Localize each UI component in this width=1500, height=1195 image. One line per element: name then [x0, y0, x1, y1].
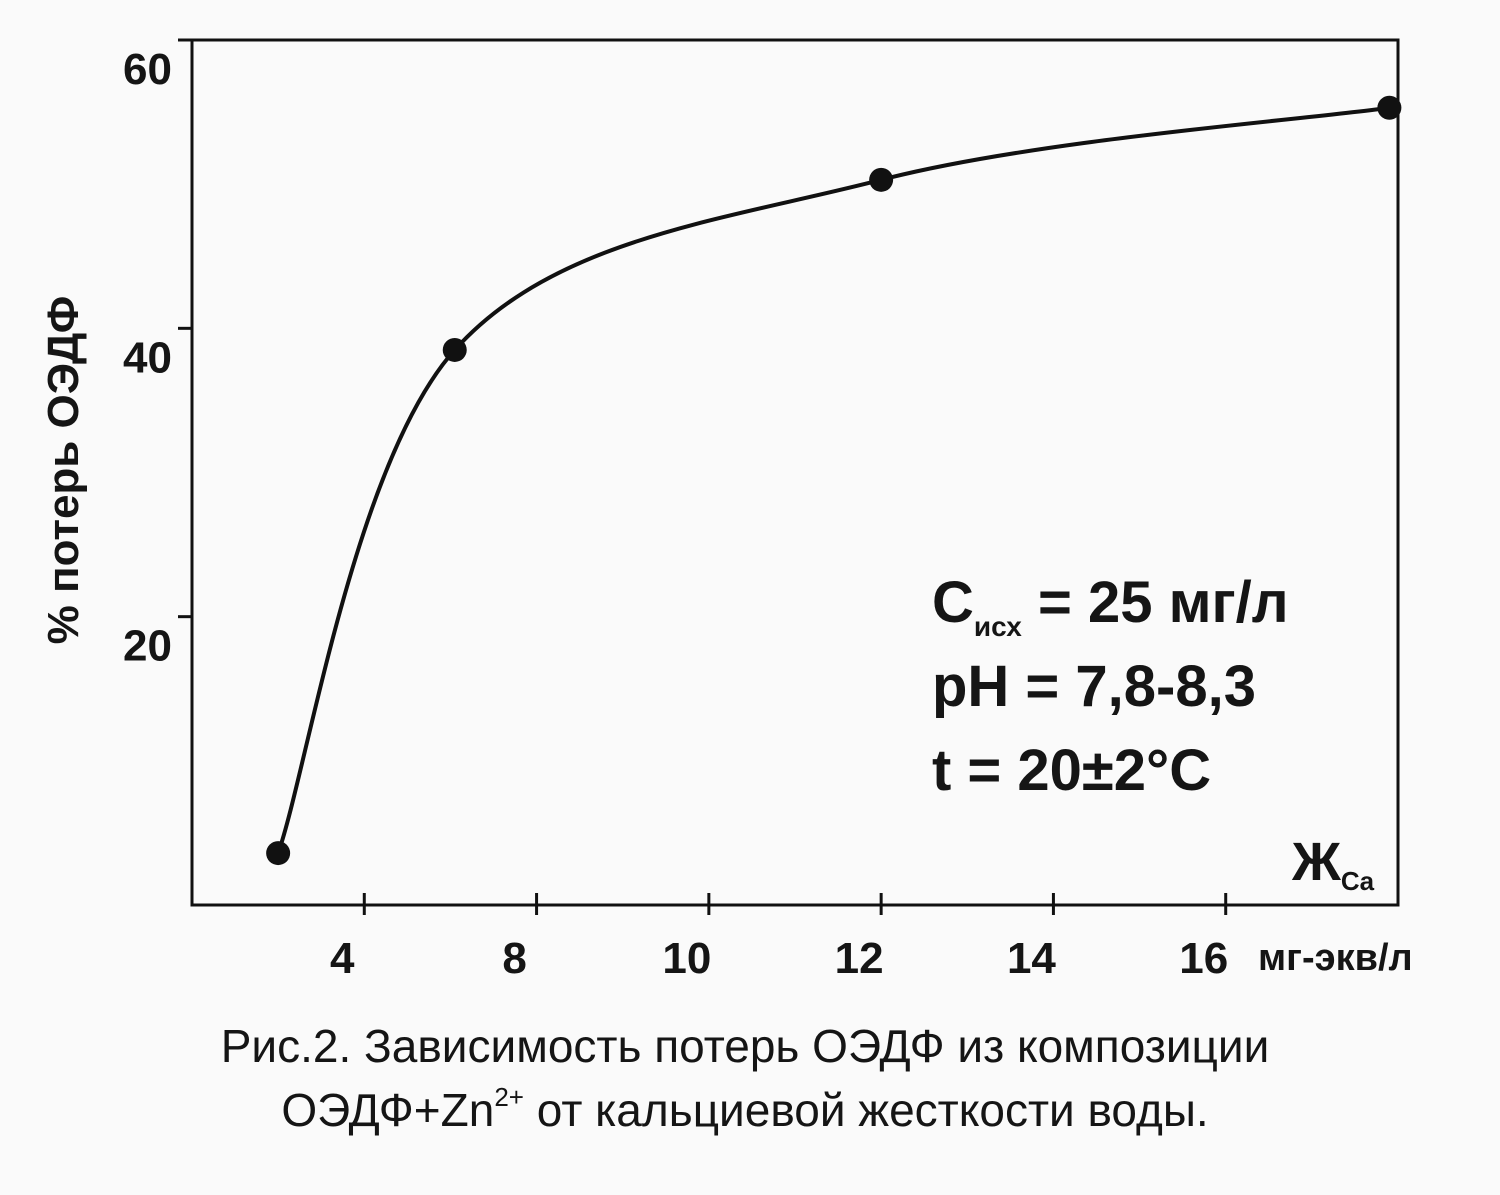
y-tick-label: 20	[123, 622, 172, 671]
caption: Рис.2. Зависимость потерь ОЭДФ из композ…	[221, 1020, 1270, 1072]
caption-part: от кальциевой жесткости воды.	[524, 1084, 1209, 1136]
annotation: t = 20±2°C	[932, 738, 1211, 803]
x-tick-label: 16	[1179, 934, 1228, 983]
caption-part: ОЭДФ+Zn	[281, 1084, 494, 1136]
x-tick-label: 12	[835, 934, 884, 983]
x-tick-label: 8	[502, 934, 526, 983]
annotation-rest: = 25 мг/л	[1022, 570, 1289, 635]
plot-frame	[190, 38, 1400, 907]
annotation-main: C	[932, 570, 974, 635]
x-axis-label: ЖCa	[1291, 832, 1375, 896]
x-tick-label: 10	[662, 934, 711, 983]
y-tick-label: 60	[123, 45, 172, 94]
line	[276, 105, 1390, 854]
x-tick-label: 4	[330, 934, 355, 983]
caption: ОЭДФ+Zn2+ от кальциевой жесткости воды.	[281, 1082, 1208, 1136]
point	[869, 167, 894, 192]
point	[1377, 95, 1402, 120]
y-tick-label: 40	[123, 333, 172, 382]
y-axis-label: % потерь ОЭДФ	[39, 296, 88, 645]
x-axis-label-sub: Ca	[1341, 866, 1375, 896]
x-tick-label: 14	[1007, 934, 1056, 983]
annotation-sub: исх	[974, 611, 1022, 642]
x-axis-label-main: Ж	[1291, 832, 1342, 892]
x-axis-unit: мг-экв/л	[1258, 937, 1413, 979]
annotation: pH = 7,8-8,3	[932, 654, 1256, 719]
caption-sup: 2+	[494, 1082, 524, 1112]
point	[266, 841, 291, 866]
point	[442, 337, 467, 362]
annotation: Cисх = 25 мг/л	[932, 570, 1289, 642]
